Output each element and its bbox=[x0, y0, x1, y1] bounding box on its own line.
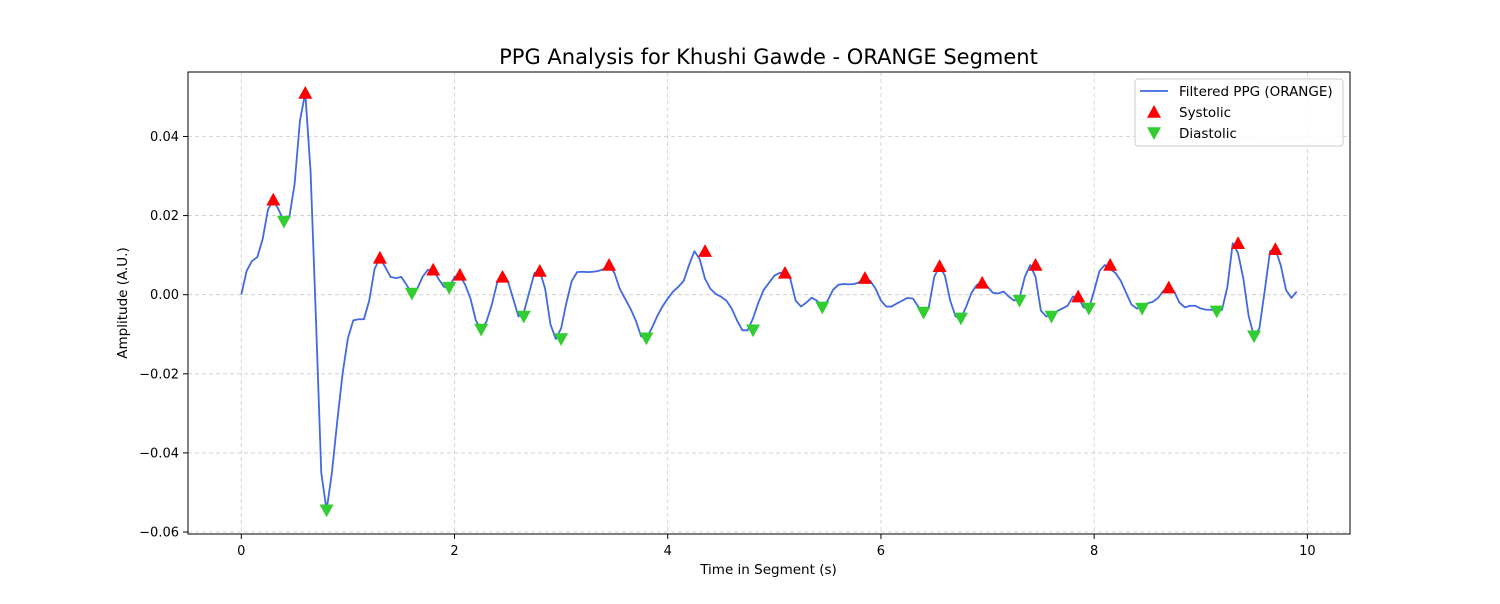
systolic-marker bbox=[777, 265, 792, 279]
diastolic-marker bbox=[1209, 305, 1224, 319]
diastolic-marker bbox=[319, 504, 334, 518]
diastolic-marker bbox=[554, 333, 569, 346]
systolic-marker bbox=[495, 269, 510, 283]
y-tick-label: −0.04 bbox=[139, 446, 179, 461]
legend-label: Diastolic bbox=[1179, 126, 1237, 142]
diastolic-marker bbox=[916, 306, 931, 320]
x-tick-label: 0 bbox=[237, 544, 245, 559]
diastolic-marker bbox=[1135, 302, 1150, 316]
legend-systolic-swatch bbox=[1147, 105, 1161, 118]
y-axis-label: Amplitude (A.U.) bbox=[115, 247, 131, 358]
plot-series bbox=[240, 85, 1298, 518]
x-tick-label: 6 bbox=[877, 544, 885, 559]
x-tick-label: 8 bbox=[1090, 544, 1098, 559]
diastolic-marker bbox=[1081, 302, 1096, 316]
legend-diastolic-swatch bbox=[1147, 127, 1161, 140]
plot-frame bbox=[187, 71, 1351, 535]
systolic-marker bbox=[1071, 289, 1086, 303]
systolic-marker bbox=[298, 85, 313, 99]
legend: Filtered PPG (ORANGE) Systolic Diastolic bbox=[1134, 78, 1344, 147]
y-tick-label: 0.04 bbox=[150, 130, 179, 145]
diastolic-marker bbox=[639, 332, 654, 346]
x-tick-label: 4 bbox=[664, 544, 672, 559]
diastolic-marker bbox=[1247, 330, 1262, 344]
systolic-marker bbox=[426, 262, 441, 276]
y-tick-label: 0.00 bbox=[150, 288, 179, 303]
legend-label: Systolic bbox=[1179, 105, 1231, 121]
diastolic-marker bbox=[516, 310, 531, 324]
systolic-marker bbox=[1161, 280, 1176, 294]
diastolic-marker bbox=[404, 287, 419, 301]
systolic-marker bbox=[1231, 236, 1246, 250]
x-tick-label: 10 bbox=[1299, 544, 1316, 559]
systolic-marker bbox=[1103, 258, 1118, 271]
systolic-marker bbox=[932, 259, 947, 272]
y-tick-label: −0.02 bbox=[139, 367, 179, 382]
systolic-marker bbox=[698, 244, 713, 257]
legend-label: Filtered PPG (ORANGE) bbox=[1179, 84, 1333, 100]
systolic-marker bbox=[1268, 242, 1283, 255]
diastolic-marker bbox=[1044, 310, 1059, 324]
diastolic-marker bbox=[474, 323, 489, 337]
x-axis-label: Time in Segment (s) bbox=[699, 562, 837, 578]
systolic-marker bbox=[1028, 258, 1043, 271]
systolic-marker bbox=[602, 258, 617, 271]
diastolic-marker bbox=[442, 281, 457, 295]
tick-labels: 0 2 4 6 8 10 −0.06 −0.04 −0.02 0.00 0.02 0.04 bbox=[139, 130, 1315, 559]
legend-box bbox=[1134, 78, 1344, 147]
systolic-marker bbox=[452, 267, 467, 281]
x-tick-label: 2 bbox=[450, 544, 458, 559]
y-tick-label: −0.06 bbox=[139, 526, 179, 541]
systolic-marker bbox=[266, 192, 281, 206]
chart-title: PPG Analysis for Khushi Gawde - ORANGE S… bbox=[499, 45, 1038, 69]
diastolic-marker bbox=[953, 312, 968, 326]
diastolic-marker bbox=[276, 215, 291, 229]
ppg-series-line bbox=[240, 92, 1298, 512]
systolic-marker bbox=[975, 275, 990, 289]
diastolic-marker bbox=[1012, 294, 1027, 308]
diastolic-marker bbox=[815, 301, 830, 315]
systolic-marker bbox=[532, 263, 547, 277]
diastolic-marker bbox=[746, 324, 761, 338]
systolic-marker bbox=[857, 271, 872, 284]
systolic-marker bbox=[372, 250, 387, 264]
y-tick-label: 0.02 bbox=[150, 209, 179, 224]
axes bbox=[187, 71, 1351, 535]
